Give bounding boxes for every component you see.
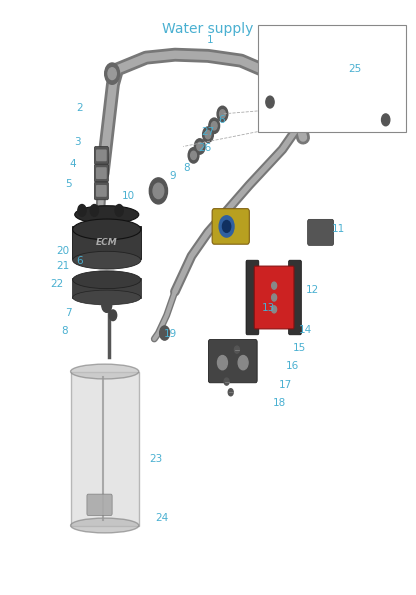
Text: 8: 8: [183, 164, 190, 173]
Circle shape: [197, 142, 203, 151]
Circle shape: [209, 118, 220, 133]
FancyBboxPatch shape: [94, 182, 109, 200]
FancyBboxPatch shape: [289, 260, 301, 335]
Text: ECM: ECM: [96, 238, 118, 247]
Circle shape: [219, 216, 234, 237]
Circle shape: [223, 221, 231, 233]
Circle shape: [266, 96, 274, 108]
Ellipse shape: [73, 219, 141, 240]
Text: 25: 25: [348, 64, 362, 74]
Circle shape: [109, 310, 116, 321]
Text: 15: 15: [293, 343, 306, 353]
Ellipse shape: [73, 251, 141, 269]
Text: 23: 23: [150, 453, 163, 464]
Circle shape: [153, 183, 164, 199]
FancyBboxPatch shape: [94, 164, 109, 182]
FancyBboxPatch shape: [246, 260, 259, 335]
Text: Water supply: Water supply: [162, 22, 254, 36]
Text: 27: 27: [201, 127, 215, 137]
FancyBboxPatch shape: [72, 278, 141, 298]
Circle shape: [205, 130, 211, 139]
Circle shape: [272, 294, 277, 301]
Circle shape: [160, 326, 170, 340]
Circle shape: [203, 127, 213, 142]
Circle shape: [220, 109, 225, 118]
Circle shape: [115, 205, 123, 217]
Circle shape: [194, 139, 205, 154]
FancyBboxPatch shape: [96, 185, 107, 197]
Text: 16: 16: [286, 361, 300, 371]
FancyBboxPatch shape: [212, 209, 249, 244]
Text: 8: 8: [61, 326, 67, 336]
Text: 6: 6: [76, 256, 82, 266]
Ellipse shape: [71, 518, 139, 533]
Text: 9: 9: [170, 171, 176, 181]
Text: 20: 20: [56, 246, 69, 256]
Circle shape: [102, 298, 112, 312]
Text: 4: 4: [69, 159, 76, 168]
Circle shape: [381, 114, 390, 126]
Circle shape: [211, 121, 217, 130]
Circle shape: [188, 148, 199, 163]
Circle shape: [238, 356, 248, 369]
FancyBboxPatch shape: [72, 227, 141, 259]
Text: 11: 11: [332, 224, 345, 234]
Text: 18: 18: [272, 398, 286, 408]
Text: 3: 3: [74, 137, 80, 148]
FancyBboxPatch shape: [71, 371, 139, 525]
Ellipse shape: [73, 271, 141, 289]
Text: 10: 10: [122, 190, 135, 201]
Circle shape: [224, 378, 229, 385]
FancyBboxPatch shape: [307, 220, 334, 245]
Circle shape: [78, 205, 86, 217]
Circle shape: [235, 346, 239, 353]
Text: 19: 19: [163, 329, 177, 339]
FancyBboxPatch shape: [208, 340, 257, 383]
Ellipse shape: [73, 290, 141, 305]
Text: 12: 12: [305, 285, 319, 295]
Text: 22: 22: [51, 279, 64, 289]
Text: 14: 14: [299, 325, 312, 335]
Text: 13: 13: [262, 303, 275, 312]
Circle shape: [272, 306, 277, 313]
Circle shape: [105, 63, 119, 84]
FancyBboxPatch shape: [96, 149, 107, 161]
FancyBboxPatch shape: [87, 494, 112, 515]
Circle shape: [191, 151, 196, 159]
Circle shape: [272, 282, 277, 289]
Text: 24: 24: [155, 513, 168, 523]
Text: 5: 5: [65, 178, 72, 189]
Circle shape: [149, 178, 168, 204]
Circle shape: [90, 205, 99, 217]
Circle shape: [217, 107, 228, 121]
Text: 26: 26: [198, 143, 211, 154]
Text: 7: 7: [65, 308, 72, 318]
Circle shape: [108, 68, 116, 80]
Text: 21: 21: [56, 261, 69, 271]
Text: 6: 6: [218, 115, 225, 125]
FancyBboxPatch shape: [94, 146, 109, 164]
Circle shape: [228, 389, 233, 396]
Circle shape: [218, 356, 228, 369]
FancyBboxPatch shape: [96, 167, 107, 179]
Text: 1: 1: [207, 35, 213, 45]
FancyBboxPatch shape: [254, 266, 294, 329]
Ellipse shape: [75, 206, 139, 224]
Text: 17: 17: [279, 380, 292, 390]
Text: 2: 2: [76, 103, 82, 113]
Bar: [258, 25, 406, 131]
Ellipse shape: [71, 364, 139, 379]
